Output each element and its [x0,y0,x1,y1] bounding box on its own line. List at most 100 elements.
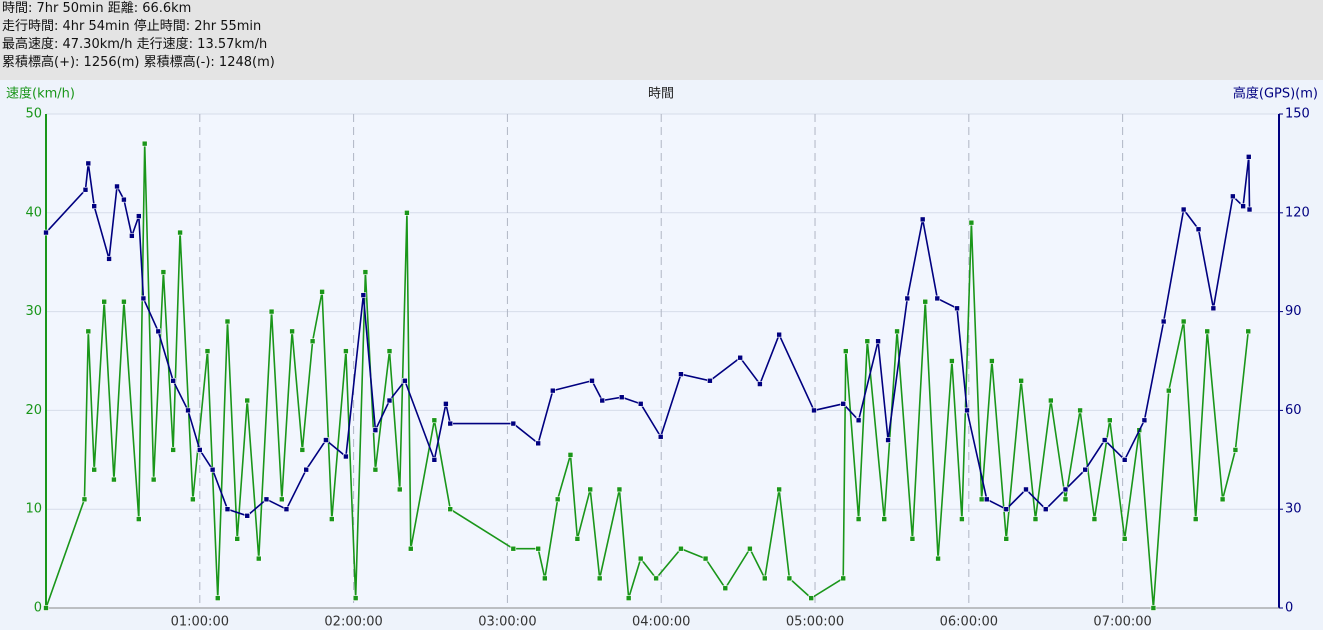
point [1230,193,1236,200]
point [185,407,191,414]
point [1232,447,1239,453]
point [657,433,664,440]
y-tick-label: 30 [25,304,42,319]
point [678,371,684,377]
point [786,575,793,582]
point [535,545,541,552]
point [244,397,251,404]
point [319,289,325,295]
y2-tick-label: 90 [1285,304,1302,319]
point [1032,516,1039,522]
point [776,331,782,338]
point [283,506,290,513]
point [1082,466,1089,473]
point [909,536,916,542]
point [855,417,862,424]
point [114,183,120,190]
summary-header: 時間: 7hr 50min 距離: 66.6km 走行時間: 4hr 54min… [0,0,1323,80]
point [81,496,88,503]
point [121,298,127,305]
point [1101,437,1108,443]
point [1121,456,1128,463]
point [101,298,107,305]
point [404,210,410,216]
point [323,437,329,443]
point [637,401,644,407]
point [289,328,295,335]
point [204,348,211,354]
y-tick-label: 40 [25,205,42,220]
point [554,496,561,503]
point [989,358,995,364]
point [864,338,871,345]
point [567,452,574,458]
point [881,516,888,522]
point [722,585,729,592]
point [121,196,127,203]
plot-area [46,114,1279,608]
point [919,216,926,223]
point [303,466,309,473]
point [599,397,606,404]
summary-line: 累積標高(+): 1256(m) 累積標高(-): 1248(m) [2,55,275,70]
y2-tick-label: 30 [1285,502,1302,517]
point [1150,605,1157,611]
point [616,486,623,493]
point [978,496,985,503]
y2-tick-label: 60 [1285,403,1302,418]
point [808,595,814,601]
point [964,407,970,414]
point [542,575,548,582]
x-axis-label: 時間 [648,87,674,102]
point [386,397,393,404]
point [141,140,148,147]
point [1240,203,1246,210]
point [85,160,92,167]
point [1195,226,1202,233]
point [170,447,176,453]
point [85,328,92,335]
point [160,269,167,275]
point [255,555,262,562]
point [343,453,349,460]
point [1077,407,1083,414]
point [1141,417,1148,424]
summary-line: 最高速度: 47.30km/h 走行速度: 13.57km/h [2,37,268,52]
point [1160,318,1167,325]
point [1180,206,1187,213]
point [842,348,849,354]
point [1245,328,1252,335]
point [1003,506,1010,513]
point [934,295,941,302]
point [224,318,231,325]
point [343,348,349,354]
point [1003,536,1010,542]
point [1107,417,1113,424]
point [1062,496,1069,503]
point [372,466,379,473]
point [1204,328,1211,335]
point [1219,496,1226,503]
point [360,292,367,298]
point [352,595,359,601]
point [589,377,595,384]
point [1062,486,1069,493]
summary-line: 走行時間: 4hr 54min 停止時間: 2hr 55min [2,19,262,34]
point [840,575,847,582]
point [618,394,625,401]
point [596,575,603,582]
point [43,605,49,611]
point [111,476,117,483]
point [135,213,142,219]
point [447,506,454,513]
point [91,466,97,473]
x-tick-label: 03:00:00 [478,615,536,630]
point [214,595,221,601]
point [535,440,541,447]
point [190,496,196,503]
x-tick-label: 07:00:00 [1093,615,1151,630]
point [959,516,965,522]
point [637,555,644,562]
x-tick-label: 01:00:00 [171,615,229,630]
